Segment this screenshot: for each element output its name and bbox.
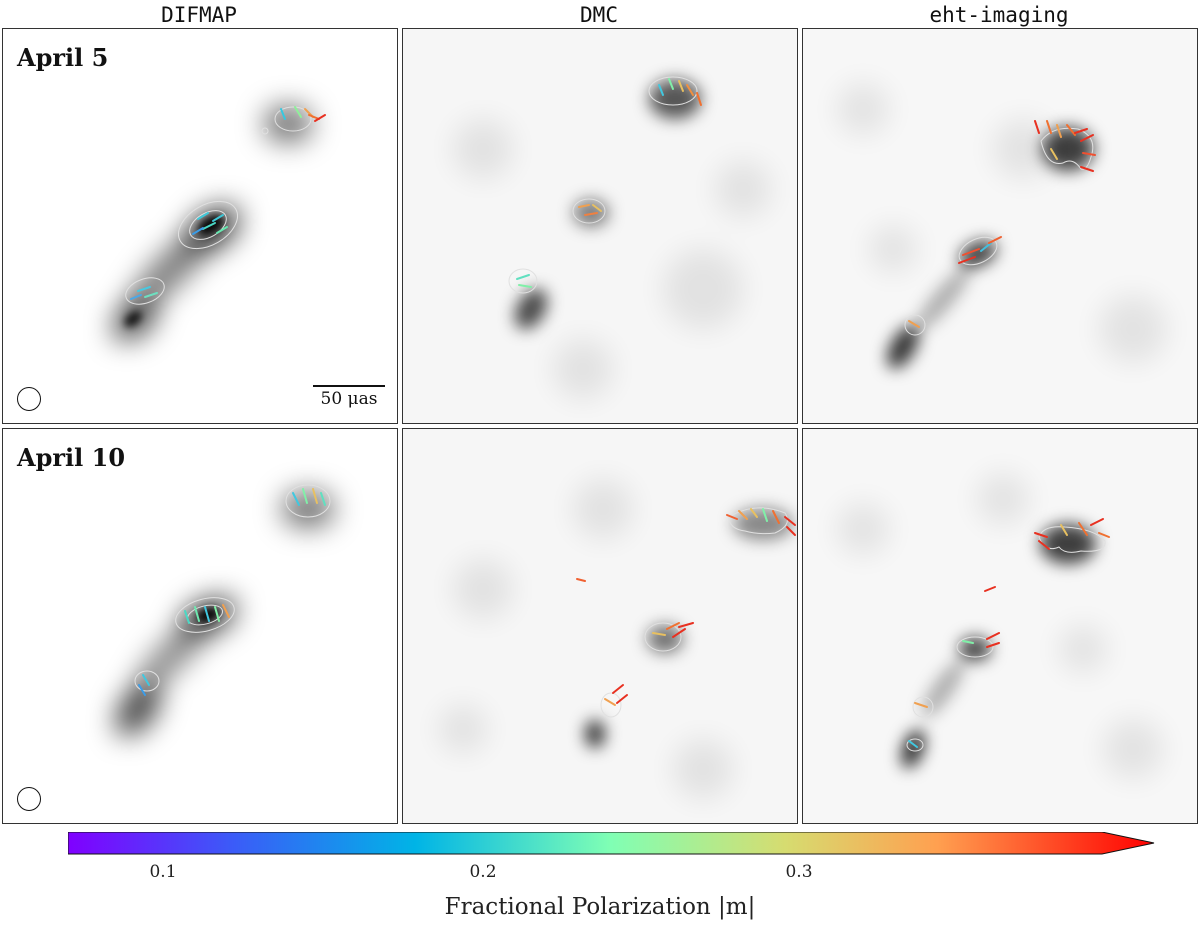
panel-april5-difmap: April 5 50 μas	[2, 28, 398, 424]
panel-april5-eht-imaging	[802, 28, 1198, 424]
colorbar-tick-0.1: 0.1	[149, 862, 177, 882]
panel-april5-dmc	[402, 28, 798, 424]
image-april10-difmap	[116, 484, 334, 736]
row-label-april-5: April 5	[17, 43, 109, 72]
panel-april10-dmc	[402, 428, 798, 824]
column-title-difmap: DIFMAP	[161, 3, 237, 27]
image-april5-eht-imaging	[803, 29, 1197, 423]
panel-april10-eht-imaging	[802, 428, 1198, 824]
scale-bar-line	[313, 385, 385, 387]
column-title-dmc: DMC	[580, 3, 618, 27]
beam-circle	[17, 787, 41, 811]
image-april10-eht-imaging	[803, 429, 1197, 823]
beam-circle	[17, 387, 41, 411]
panel-april10-difmap: April 10	[2, 428, 398, 824]
column-title-eht-imaging: eht-imaging	[929, 3, 1069, 27]
colorbar-tick-0.2: 0.2	[469, 862, 497, 882]
image-april10-dmc	[403, 429, 797, 823]
image-april5-dmc	[403, 29, 797, 423]
colorbar-label: Fractional Polarization |m|	[444, 894, 756, 920]
image-april5-difmap	[113, 106, 326, 341]
colorbar	[68, 832, 1155, 855]
colorbar-tick-0.3: 0.3	[785, 862, 813, 882]
scale-bar: 50 μas	[313, 385, 385, 409]
scale-bar-label: 50 μas	[320, 389, 378, 409]
row-label-april-10: April 10	[17, 443, 126, 472]
